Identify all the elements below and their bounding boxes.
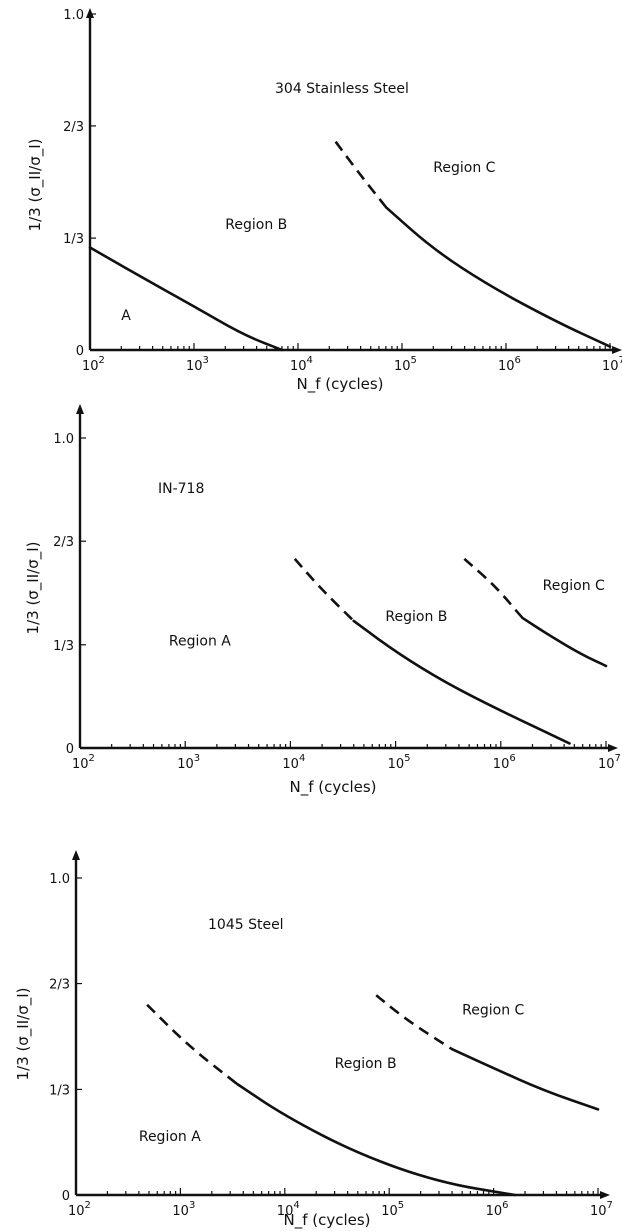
y-tick-label: 1/3 <box>63 232 84 247</box>
x-tick-label: 102 <box>72 753 95 772</box>
chart-panel-1: 102 103 104 105 106 107 0 1/3 2/3 1.0 1/3 (σ_II/σ_… <box>26 8 622 394</box>
x-axis-title: N_f (cycles) <box>283 1211 370 1230</box>
boundary-curve-dashed <box>146 1003 238 1086</box>
y-tick-label: 2/3 <box>63 120 84 135</box>
x-tick-label: 106 <box>498 355 521 374</box>
boundary-curve-solid <box>521 616 608 668</box>
chart-panel-2: 102 103 104 105 106 107 0 1/3 2/3 1.0 1/3 (σ_II/σ_… <box>24 404 621 797</box>
x-tick-label: 106 <box>486 1200 509 1219</box>
boundary-curve-solid <box>235 1082 517 1197</box>
y-axis-arrow <box>72 850 80 860</box>
chart-title: 1045 Steel <box>208 917 284 933</box>
y-tick-label: 2/3 <box>49 978 70 993</box>
x-tick-label: 106 <box>493 753 516 772</box>
chart-panel-3: 102 103 104 105 106 107 0 1/3 2/3 1.0 1/3 (σ_II/σ_… <box>14 850 613 1230</box>
y-axis-arrow <box>76 404 84 414</box>
y-tick-label: 2/3 <box>53 535 74 550</box>
x-axis-title: N_f (cycles) <box>296 375 383 394</box>
boundary-curve-solid <box>352 619 571 745</box>
y-tick-label: 1/3 <box>49 1083 70 1098</box>
y-axis-title: 1/3 (σ_II/σ_I) <box>24 542 43 635</box>
region-label: Region C <box>462 1002 524 1018</box>
x-tick-label: 103 <box>177 753 200 772</box>
chart-title: 304 Stainless Steel <box>275 81 409 97</box>
y-tick-label: 1.0 <box>53 432 74 447</box>
y-axis-title: 1/3 (σ_II/σ_I) <box>26 139 45 232</box>
region-label: Region A <box>169 634 231 650</box>
x-tick-label: 107 <box>590 1200 613 1219</box>
x-tick-label: 103 <box>186 355 209 374</box>
x-tick-label: 105 <box>394 355 417 374</box>
x-tick-label: 107 <box>602 355 622 374</box>
boundary-curve-dashed <box>463 557 524 620</box>
y-tick-label: 0 <box>66 742 74 757</box>
x-tick-label: 103 <box>172 1200 195 1219</box>
x-tick-label: 105 <box>381 1200 404 1219</box>
y-axis-title: 1/3 (σ_II/σ_I) <box>14 988 33 1081</box>
x-tick-label: 104 <box>277 1200 300 1219</box>
y-axis-arrow <box>86 8 94 18</box>
y-tick-label: 1.0 <box>49 872 70 887</box>
x-axis-title: N_f (cycles) <box>289 778 376 797</box>
boundary-curve-solid <box>450 1047 600 1111</box>
boundary-curve-dashed <box>334 140 388 209</box>
boundary-curve-solid <box>384 205 612 348</box>
x-axis-arrow <box>608 744 618 752</box>
x-tick-label: 104 <box>290 355 313 374</box>
region-label: Region B <box>225 217 287 233</box>
region-label: Region B <box>385 609 447 625</box>
x-axis-arrow <box>600 1191 610 1199</box>
boundary-curve-dashed <box>293 558 355 622</box>
region-label: A <box>121 308 131 324</box>
y-tick-label: 1.0 <box>63 8 84 23</box>
y-tick-label: 0 <box>62 1189 70 1204</box>
x-tick-label: 105 <box>388 753 411 772</box>
x-tick-label: 104 <box>282 753 305 772</box>
chart-title: IN-718 <box>158 481 204 497</box>
region-label: Region B <box>335 1056 397 1072</box>
region-label: Region A <box>139 1129 201 1145</box>
region-label: Region C <box>543 578 605 594</box>
x-axis-arrow <box>612 346 622 354</box>
x-tick-label: 102 <box>82 355 105 374</box>
y-tick-label: 1/3 <box>53 639 74 654</box>
boundary-curve-solid <box>88 246 284 352</box>
region-label: Region C <box>433 160 495 176</box>
boundary-curve-dashed <box>375 994 453 1051</box>
x-tick-label: 102 <box>68 1200 91 1219</box>
y-tick-label: 0 <box>76 344 84 359</box>
x-tick-label: 107 <box>598 753 621 772</box>
